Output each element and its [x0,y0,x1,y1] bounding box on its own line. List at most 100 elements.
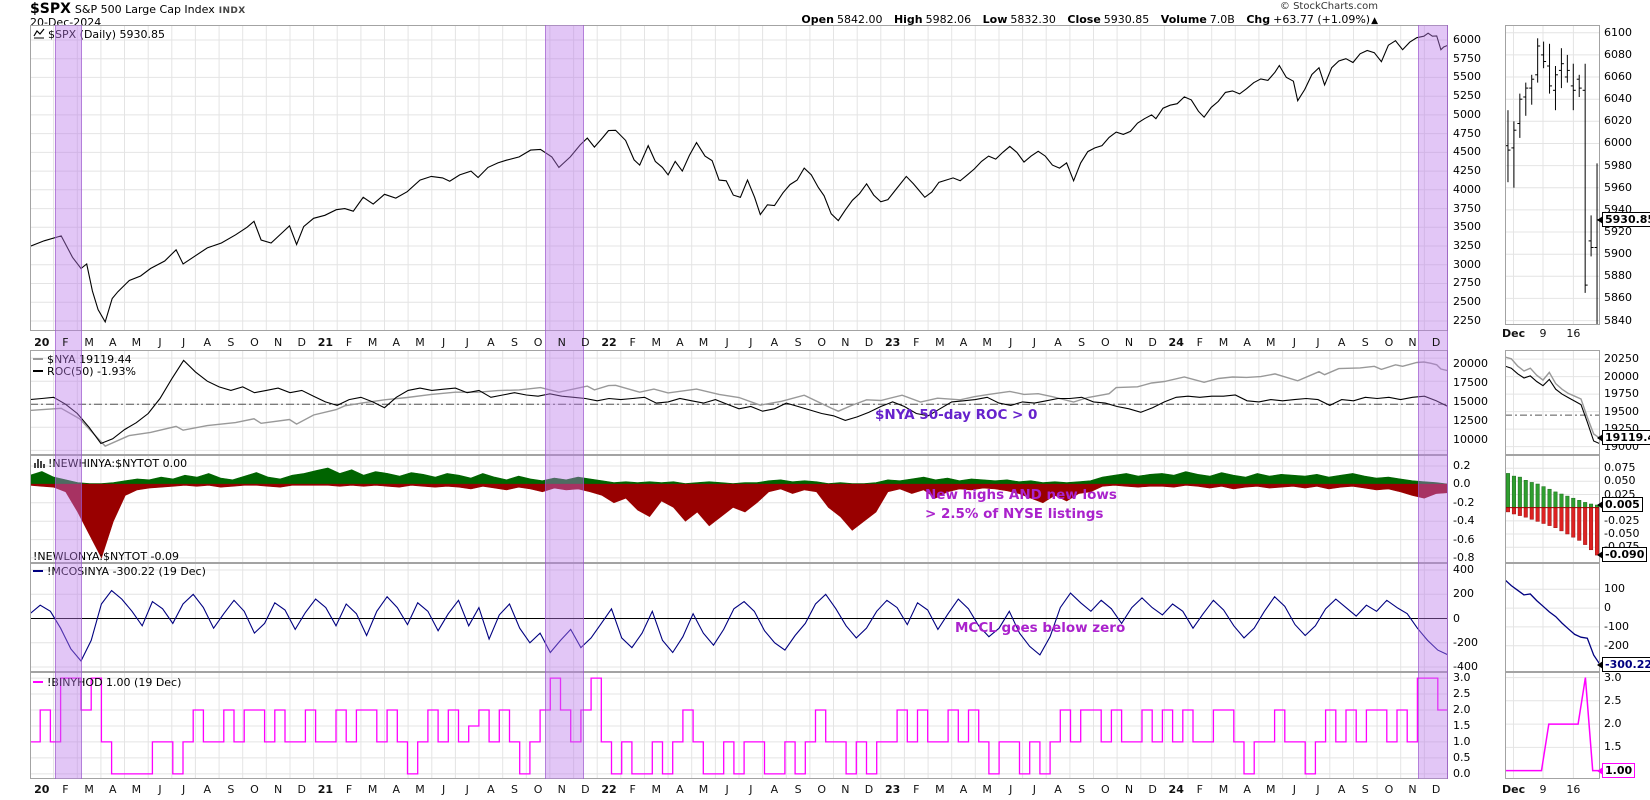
y-tick-label: 12500 [1453,414,1488,428]
x-tick-label: A [676,783,684,796]
y-tick-label: 0.2 [1453,459,1471,473]
panel-biny-plot [30,672,1448,779]
x-tick-label: A [203,783,212,796]
x-tick-label: S [794,336,802,349]
x-tick-label: M [367,336,378,349]
x-tick-label: S [510,336,518,349]
x-tick-label: D [297,783,307,796]
x-tick-label: 22 [601,783,617,796]
mco-line-swatch [33,570,43,572]
y-tick-label: 5750 [1453,51,1481,65]
x-tick-label: M [698,336,709,349]
x-tick-label: 9 [1539,783,1547,796]
open-value: 5842.00 [836,13,883,26]
x-tick-label: M [935,336,945,349]
chart-annotation: MCCL goes below zero [955,620,1126,636]
x-tick-label: A [392,336,401,349]
x-tick-label: M [982,336,992,349]
newlows-label-text: !NEWLONYA:$NYTOT -0.09 [33,550,179,563]
x-tick-label: N [274,783,283,796]
y-tick-label: -200 [1604,638,1629,652]
x-tick-label: F [913,336,920,349]
mco-legend-text: !MCOSINYA -300.22 (19 Dec) [47,565,206,578]
x-tick-label: F [1196,783,1203,796]
x-tick-label: S [1078,336,1086,349]
x-tick-label: M [1218,336,1229,349]
x-tick-label: 22 [601,336,617,349]
x-tick-label: D [1431,336,1441,349]
x-tick-label: D [1148,783,1157,796]
x-tick-label: N [1124,783,1134,796]
x-tick-label: 24 [1168,783,1184,796]
roc-legend: ROC(50) -1.93% [33,365,136,378]
x-tick-label: M [651,783,662,796]
x-tick-label: 9 [1539,327,1547,340]
x-tick-label: S [227,336,235,349]
high-value: 5982.06 [925,13,972,26]
y-tick-label: 5900 [1604,247,1632,261]
x-tick-label: D [864,783,874,796]
y-tick-label: 20000 [1453,357,1488,371]
x-tick-label: N [1408,336,1417,349]
x-tick-label: J [1292,336,1296,349]
roc-line-swatch [33,370,43,372]
y-tick-label: 3500 [1453,220,1481,234]
y-tick-label: -0.6 [1453,532,1475,546]
x-tick-label: N [1408,783,1417,796]
x-tick-label: S [1361,783,1369,796]
y-tick-label: 1.0 [1453,734,1471,748]
y-tick-label: 0.0 [1453,766,1471,780]
y-tick-label: 400 [1453,563,1474,577]
x-tick-label: N [1124,336,1134,349]
y-tick-label: 0.0 [1453,477,1471,491]
x-tick-label: J [725,783,729,796]
y-tick-label: 4500 [1453,145,1481,159]
y-tick-label: 4750 [1453,126,1481,140]
x-tick-label: S [510,783,518,796]
x-tick-label: J [1292,783,1296,796]
x-tick-label: J [1316,336,1320,349]
x-tick-label: D [1431,783,1441,796]
x-tick-label: A [1054,783,1062,796]
close-value: 5930.85 [1103,13,1150,26]
y-tick-label: 6040 [1604,92,1632,106]
x-tick-label: J [181,783,186,796]
x-tick-label: F [345,336,353,349]
x-tick-label: M [651,336,662,349]
x-tick-label: M [84,336,94,349]
x-tick-label: F [629,336,636,349]
stockcharts-credit: © StockCharts.com [1279,1,1378,12]
y-tick-label: -0.4 [1453,514,1475,528]
x-tick-label: J [158,783,162,796]
main-chart-label: $SPX (Daily) 5930.85 [33,28,165,41]
x-tick-label: J [441,783,446,796]
y-tick-label: 2.5 [1604,693,1622,707]
x-tick-label: O [817,336,827,349]
x-tick-label: D [581,336,590,349]
x-tick-label: A [392,783,401,796]
x-tick-label: M [1266,336,1276,349]
y-tick-label: 5960 [1604,180,1632,194]
change-label: Chg [1246,13,1271,26]
y-tick-label: 5920 [1604,225,1632,238]
x-tick-label: O [1384,783,1394,796]
x-tick-label: N [274,336,283,349]
y-tick-label: 6080 [1604,47,1632,61]
change-value: +63.77 (+1.09%) [1273,13,1371,26]
open-label: Open [801,13,834,26]
x-tick-label: A [108,336,117,349]
y-tick-label: 20250 [1604,352,1639,366]
x-tick-label: J [441,336,446,349]
x-tick-label: J [725,336,729,349]
low-label: Low [982,13,1008,26]
y-tick-label: 6000 [1453,32,1481,46]
x-tick-label: N [557,783,566,796]
x-tick-label: F [62,336,69,349]
mini-m2-plot [1505,350,1600,455]
x-tick-label: M [84,783,94,796]
x-tick-label: A [1243,783,1251,796]
y-tick-label: 3.0 [1604,670,1622,684]
x-tick-label: A [1337,783,1346,796]
mini-m4-plot [1505,563,1600,672]
x-tick-label: J [1316,783,1320,796]
